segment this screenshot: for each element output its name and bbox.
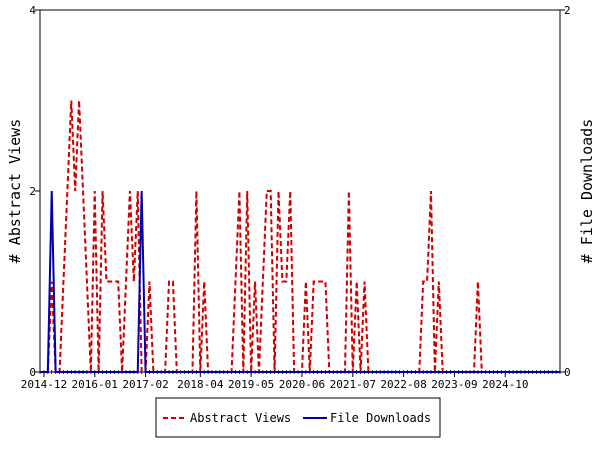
y-right-axis: 02 — [560, 4, 571, 379]
y-left-tick-label: 0 — [29, 366, 36, 379]
y-right-tick-label: 0 — [564, 366, 571, 379]
legend-label-abstract-views: Abstract Views — [190, 411, 291, 425]
x-tick-label: 2021-07 — [330, 378, 376, 391]
y-left-axis: 0 2 4 — [29, 4, 40, 379]
legend: Abstract Views File Downloads — [155, 397, 441, 438]
x-tick-label: 2022-08 — [380, 378, 426, 391]
y-left-axis-title: # Abstract Views — [6, 119, 24, 264]
series-layer — [40, 100, 560, 373]
x-tick-label: 2023-09 — [431, 378, 477, 391]
plot-area — [39, 9, 561, 373]
y-right-tick-label: 2 — [564, 4, 571, 17]
legend-box — [155, 397, 441, 438]
x-axis: 2014-12 2016-01 2017-02 2018-04 2019-05 2020-… — [21, 370, 561, 391]
x-tick-label: 2024-10 — [482, 378, 528, 391]
x-tick-label: 2018-04 — [177, 378, 224, 391]
series-line-file-downloads — [40, 190, 560, 373]
y-left-tick-label: 2 — [29, 185, 36, 198]
x-tick-label: 2017-02 — [122, 378, 168, 391]
y-left-tick-label: 4 — [29, 4, 36, 17]
x-tick-label: 2016-01 — [72, 378, 118, 391]
x-tick-label: 2020-06 — [279, 378, 325, 391]
legend-label-file-downloads: File Downloads — [330, 411, 431, 425]
x-tick-label: 2014-12 — [21, 378, 67, 391]
x-tick-label: 2019-05 — [228, 378, 274, 391]
y-right-axis-title: # File Downloads — [578, 119, 596, 264]
